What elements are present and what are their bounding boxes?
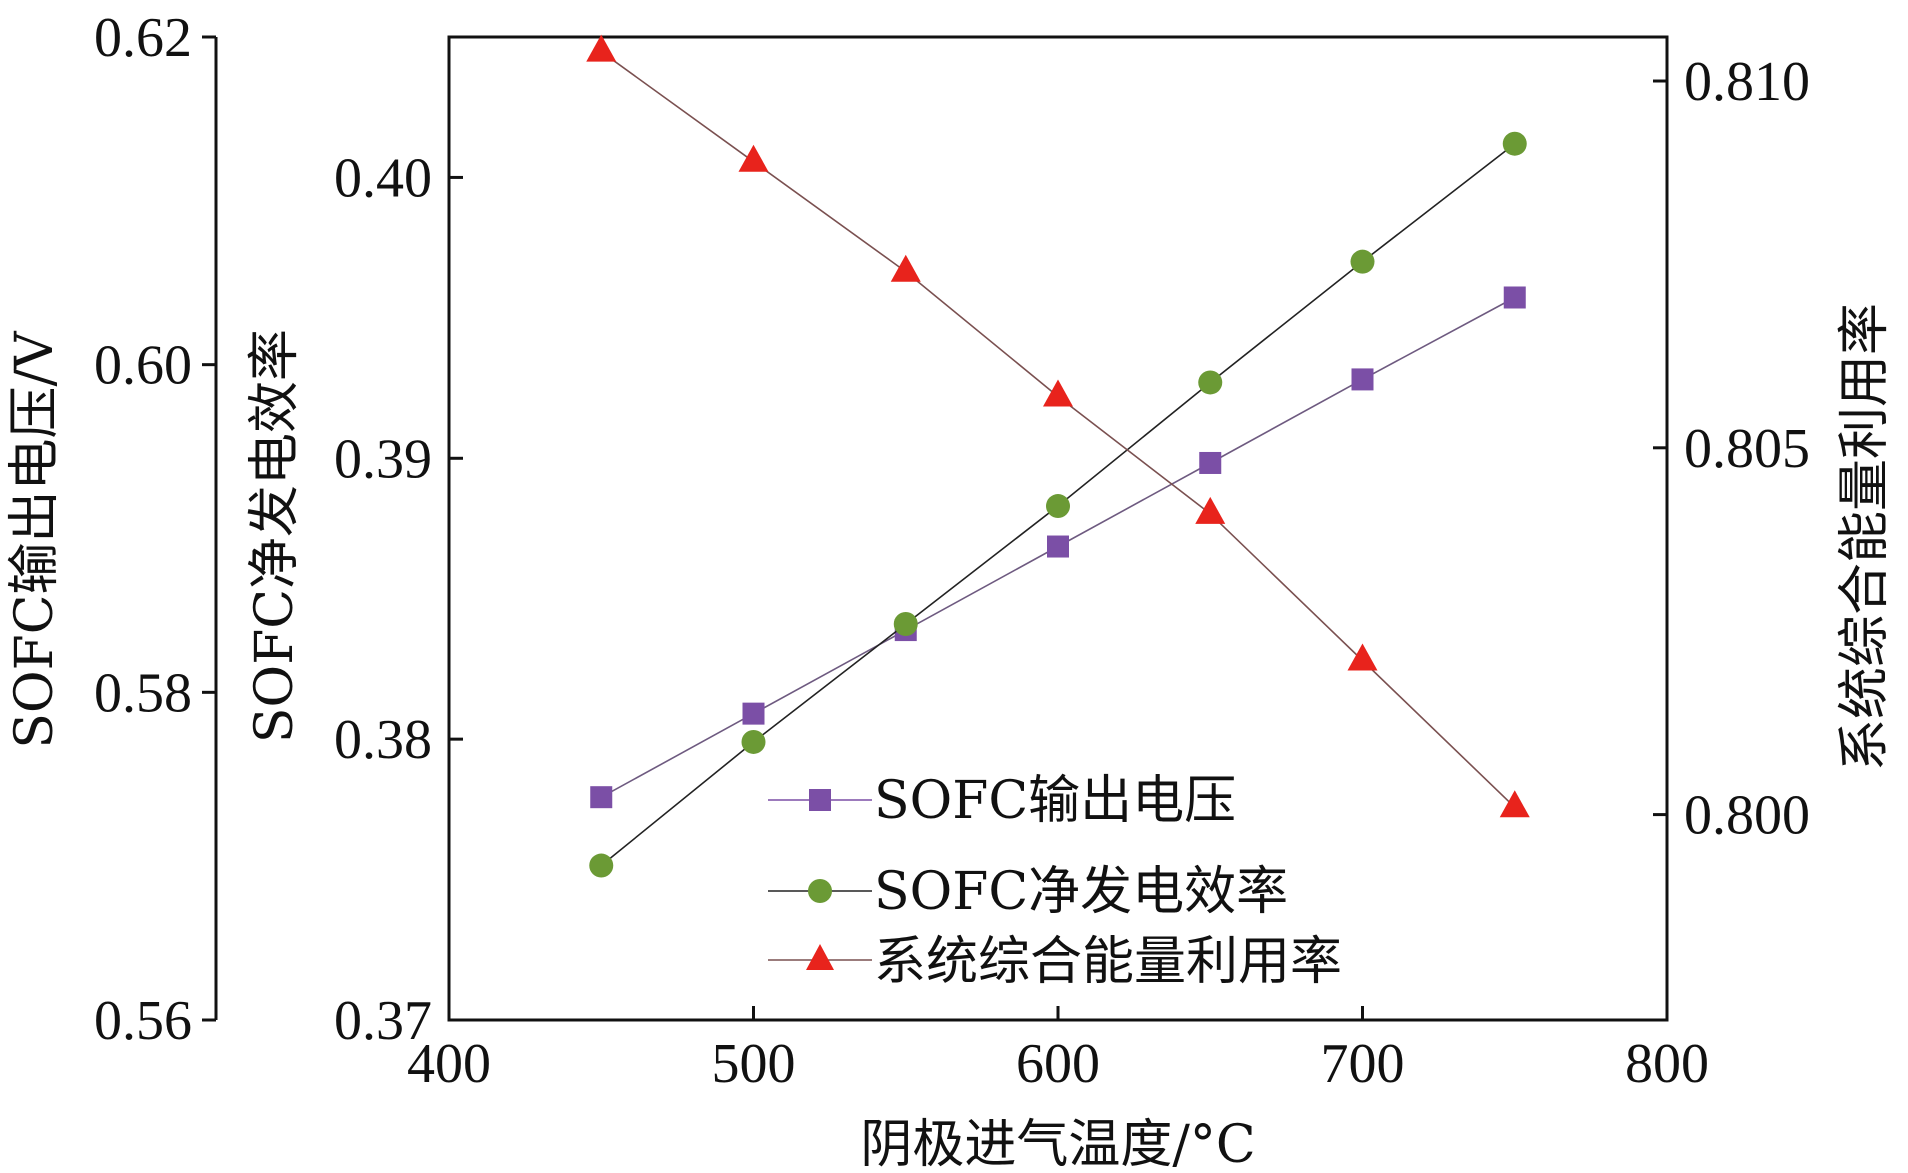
ticks-layer: 400 500 600 700 800 0.56 0.58 0.60 0.62 0.37 0.38 0… [94,7,1810,1095]
data-point-utilization [1499,790,1530,818]
x-tick-label: 400 [407,1033,491,1095]
data-point-voltage [1503,286,1526,309]
right-tick-label: 0.810 [1684,51,1810,113]
data-point-efficiency [589,853,614,878]
series-layer [586,34,1530,878]
legend-marker-efficiency [808,879,832,903]
data-point-utilization [890,254,921,282]
data-point-utilization [738,144,769,172]
outer-left-tick-label: 0.62 [94,7,192,69]
legend-label-efficiency: SOFC净发电效率 [874,862,1288,922]
data-point-efficiency [1350,249,1375,274]
data-point-utilization [586,34,617,62]
right-tick-label: 0.800 [1684,785,1810,847]
inner-left-tick-label: 0.40 [334,147,432,209]
data-point-voltage [1047,535,1069,558]
x-tick-label: 800 [1625,1033,1709,1095]
data-point-utilization [1043,379,1073,407]
inner-left-axis-title: SOFC净发电效率 [245,329,305,743]
data-point-efficiency [1502,131,1527,156]
right-axis-title: 系统综合能量利用率 [1835,303,1895,771]
data-point-efficiency [1198,370,1223,395]
outer-left-tick-label: 0.58 [94,662,192,724]
legend-marker-utilization [806,944,834,970]
data-point-utilization [1347,643,1378,671]
inner-left-tick-label: 0.37 [334,990,432,1052]
data-point-efficiency [1046,494,1070,519]
outer-left-axis-title: SOFC输出电压/V [5,330,65,749]
legend-label-utilization: 系统综合能量利用率 [874,932,1342,992]
outer-left-tick-label: 0.56 [94,990,192,1052]
data-point-voltage [1199,451,1222,474]
data-point-voltage [1351,368,1374,391]
x-axis-title: 阴极进气温度/°C [860,1115,1255,1173]
data-point-voltage [742,702,765,725]
inner-left-tick-label: 0.38 [334,709,432,771]
right-tick-label: 0.805 [1684,418,1810,480]
data-point-efficiency [893,611,918,636]
x-tick-label: 600 [1016,1033,1100,1095]
legend: SOFC输出电压 SOFC净发电效率 系统综合能量利用率 [768,771,1342,992]
x-tick-label: 700 [1321,1033,1405,1095]
legend-marker-voltage [809,789,831,811]
legend-label-voltage: SOFC输出电压 [874,771,1236,831]
data-point-utilization [1195,496,1226,524]
data-point-efficiency [741,729,766,754]
inner-left-tick-label: 0.39 [334,428,432,490]
series-line-utilization [600,51,1516,808]
x-tick-label: 500 [712,1033,796,1095]
outer-left-tick-label: 0.60 [94,335,192,397]
data-point-voltage [590,786,613,809]
